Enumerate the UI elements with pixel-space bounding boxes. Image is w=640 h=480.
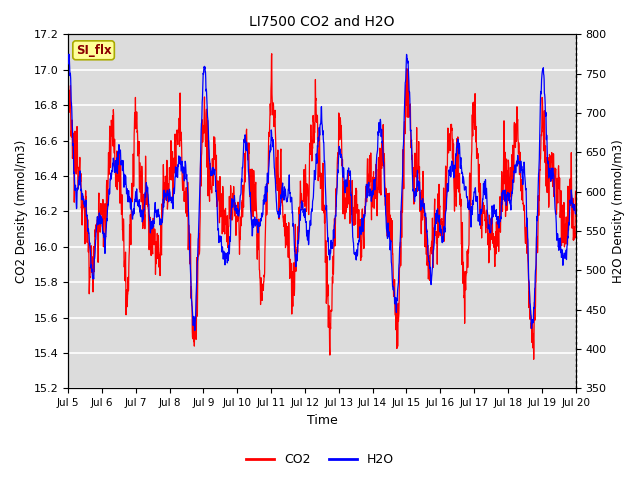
Y-axis label: CO2 Density (mmol/m3): CO2 Density (mmol/m3) [15,140,28,283]
Legend: CO2, H2O: CO2, H2O [241,448,399,471]
Y-axis label: H2O Density (mmol/m3): H2O Density (mmol/m3) [612,140,625,283]
X-axis label: Time: Time [307,414,337,427]
Text: SI_flx: SI_flx [76,44,111,57]
Title: LI7500 CO2 and H2O: LI7500 CO2 and H2O [249,15,395,29]
